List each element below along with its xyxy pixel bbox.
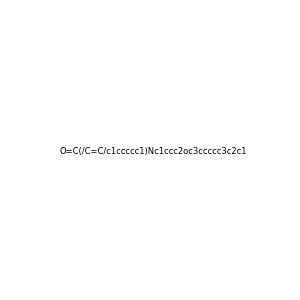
Text: O=C(/C=C/c1ccccc1)Nc1ccc2oc3ccccc3c2c1: O=C(/C=C/c1ccccc1)Nc1ccc2oc3ccccc3c2c1	[60, 147, 248, 156]
